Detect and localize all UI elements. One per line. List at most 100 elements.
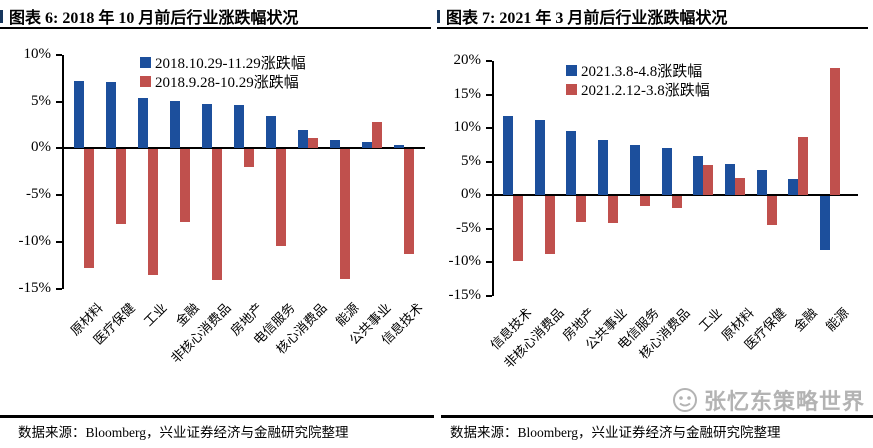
y-axis-tick-label: 10% <box>23 46 52 62</box>
y-axis-tick-label: 10% <box>453 119 482 136</box>
bar-series1 <box>234 105 244 149</box>
legend-label: 2018.10.29-11.29涨跌幅 <box>155 56 306 72</box>
y-axis-tick-label: -5% <box>456 219 481 236</box>
bar-series2 <box>372 122 382 149</box>
y-axis-tick <box>486 227 492 230</box>
figure-6-title: 图表 6: 2018 年 10 月前后行业涨跌幅状况 <box>9 10 299 27</box>
bar-series1 <box>566 131 577 196</box>
x-axis-category-label: 金融 <box>791 305 821 335</box>
y-axis-tick-label: 5% <box>31 92 51 109</box>
bar-series2 <box>830 67 840 196</box>
bar-series2 <box>798 137 809 196</box>
legend: 2021.3.8-4.8涨跌幅 2021.2.12-3.8涨跌幅 <box>566 61 710 99</box>
figure-7-source: 数据来源：Bloomberg，兴业证券经济与金融研究院整理 <box>450 425 781 440</box>
bar-series1 <box>756 169 767 196</box>
bar-series1 <box>394 144 404 149</box>
bar-series1 <box>74 81 84 149</box>
watermark-text: 张忆东策略世界 <box>703 389 865 414</box>
y-axis-tick <box>56 54 62 56</box>
bar-series1 <box>298 129 308 149</box>
figure-7-titlebar: 图表 7: 2021 年 3 月前后行业涨跌幅状况 <box>437 3 873 27</box>
y-axis-tick-label: 20% <box>453 52 482 68</box>
y-axis-tick <box>486 93 492 96</box>
y-axis-tick-label: -10% <box>448 253 482 270</box>
y-axis-tick <box>486 160 492 163</box>
x-axis-category-label: 工业 <box>140 300 170 330</box>
y-axis-tick-label: 5% <box>461 152 481 169</box>
bar-series2 <box>513 196 523 262</box>
bar-series1 <box>724 164 735 196</box>
bar-series1 <box>534 120 545 196</box>
bar-series1 <box>170 100 180 149</box>
y-axis-tick <box>56 100 62 103</box>
bar-series2 <box>404 149 414 254</box>
y-axis-tick <box>486 261 492 264</box>
bar-series1 <box>598 139 609 196</box>
bar-series2 <box>671 196 682 208</box>
bottom-rule <box>0 415 434 418</box>
x-axis-zero-line <box>492 194 858 197</box>
title-underline <box>0 27 431 29</box>
bar-series2 <box>639 196 650 207</box>
bar-series2 <box>308 138 318 149</box>
y-axis-tick <box>56 147 62 150</box>
y-axis-tick-label: 0% <box>461 186 481 203</box>
figure-6-source: 数据来源：Bloomberg，兴业证券经济与金融研究院整理 <box>18 425 349 440</box>
y-axis-tick-label: 0% <box>31 139 51 156</box>
bar-series1 <box>362 141 372 149</box>
y-axis-tick-label: -10% <box>18 232 52 249</box>
legend-label: 2018.9.28-10.29涨跌幅 <box>155 75 299 91</box>
bar-series1 <box>820 196 830 250</box>
legend-swatch-icon <box>566 84 577 95</box>
y-axis-tick-label: 15% <box>453 85 482 102</box>
bar-series2 <box>276 149 286 246</box>
legend-swatch-icon <box>566 65 577 76</box>
bar-series2 <box>703 165 714 196</box>
y-axis-line <box>492 61 494 296</box>
bar-series1 <box>693 156 704 196</box>
bar-series2 <box>244 149 254 168</box>
bar-series1 <box>330 139 340 149</box>
legend-row: 2021.2.12-3.8涨跌幅 <box>566 80 710 99</box>
legend-row: 2021.3.8-4.8涨跌幅 <box>566 61 710 80</box>
figure-6-panel: 图表 6: 2018 年 10 月前后行业涨跌幅状况 10% 5% 0% -5% -10… <box>0 0 436 448</box>
bar-series1 <box>661 148 672 196</box>
bar-series1 <box>503 116 513 196</box>
legend-row: 2018.9.28-10.29涨跌幅 <box>140 72 306 91</box>
y-axis-line <box>62 55 64 289</box>
y-axis-tick-label: -5% <box>26 186 51 203</box>
figure-7-chart-plot: 20% 15% 10% 5% 0% -5% -10% -15% 信息技术 非核心消费品 房地产 公共事… <box>437 40 873 410</box>
bar-series1 <box>202 103 212 149</box>
legend-label: 2021.2.12-3.8涨跌幅 <box>581 83 710 99</box>
title-underline <box>437 27 868 29</box>
bar-series2 <box>212 149 222 281</box>
bottom-rule <box>441 415 873 418</box>
bar-series1 <box>629 144 640 196</box>
y-axis-tick <box>486 60 492 62</box>
y-axis-tick-label: -15% <box>448 286 482 303</box>
legend: 2018.10.29-11.29涨跌幅 2018.9.28-10.29涨跌幅 <box>140 53 306 91</box>
figure-6-chart-plot: 10% 5% 0% -5% -10% -15% 原材料 医疗保健 工业 金融 非核心消费品 房地产 电信… <box>0 40 436 410</box>
y-axis-tick <box>56 240 62 243</box>
bar-series1 <box>138 97 148 149</box>
bar-series2 <box>148 149 158 276</box>
bar-series2 <box>116 149 126 225</box>
bar-series2 <box>180 149 190 223</box>
y-axis-tick <box>486 127 492 130</box>
title-bullet-icon <box>437 10 440 23</box>
y-axis-tick-label: -15% <box>18 279 52 296</box>
bar-series2 <box>544 196 555 254</box>
watermark: 张忆东策略世界 <box>672 384 865 416</box>
legend-label: 2021.3.8-4.8涨跌幅 <box>581 64 703 80</box>
bar-series2 <box>576 196 587 223</box>
legend-swatch-icon <box>140 57 151 68</box>
bar-series2 <box>340 149 350 280</box>
y-axis-tick <box>56 287 62 290</box>
title-bullet-icon <box>0 10 3 23</box>
bar-series1 <box>106 82 116 149</box>
bar-series2 <box>608 196 619 224</box>
figure-7-title: 图表 7: 2021 年 3 月前后行业涨跌幅状况 <box>446 10 728 27</box>
bar-series2 <box>766 196 777 226</box>
y-axis-tick <box>486 294 492 297</box>
